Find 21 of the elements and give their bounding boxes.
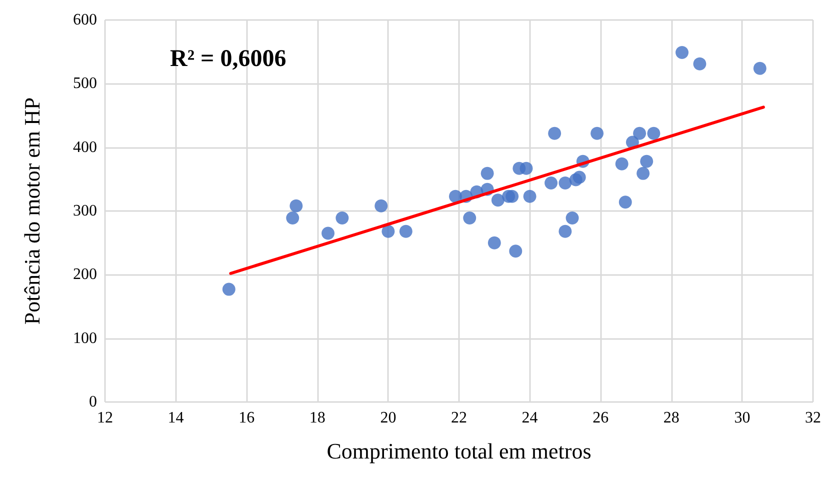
y-tick-label: 400 [73,138,97,156]
x-tick-label: 22 [451,410,467,426]
y-tick-label: 600 [73,12,97,28]
x-tick-label: 20 [380,410,396,426]
y-tick-label: 0 [89,394,97,410]
x-tick-label: 26 [592,410,609,426]
y-tick-label: 200 [73,266,97,284]
x-tick-label: 32 [805,410,821,426]
y-tick-label: 500 [73,75,97,92]
x-tick-label: 28 [663,410,680,426]
x-tick-label: 12 [97,410,113,426]
y-tick-label: 300 [73,202,97,220]
annotation: R² = 0,6006 [170,46,286,72]
x-axis-title: Comprimento total em metros [326,438,592,464]
y-axis-title: Potência do motor em HP [20,97,44,325]
y-tick-label: 100 [73,330,97,347]
x-tick-label: 18 [309,410,326,426]
x-tick-label: 16 [238,410,255,426]
x-tick-label: 14 [168,410,184,426]
x-tick-label: 24 [522,410,538,426]
x-tick-label: 30 [734,410,750,426]
